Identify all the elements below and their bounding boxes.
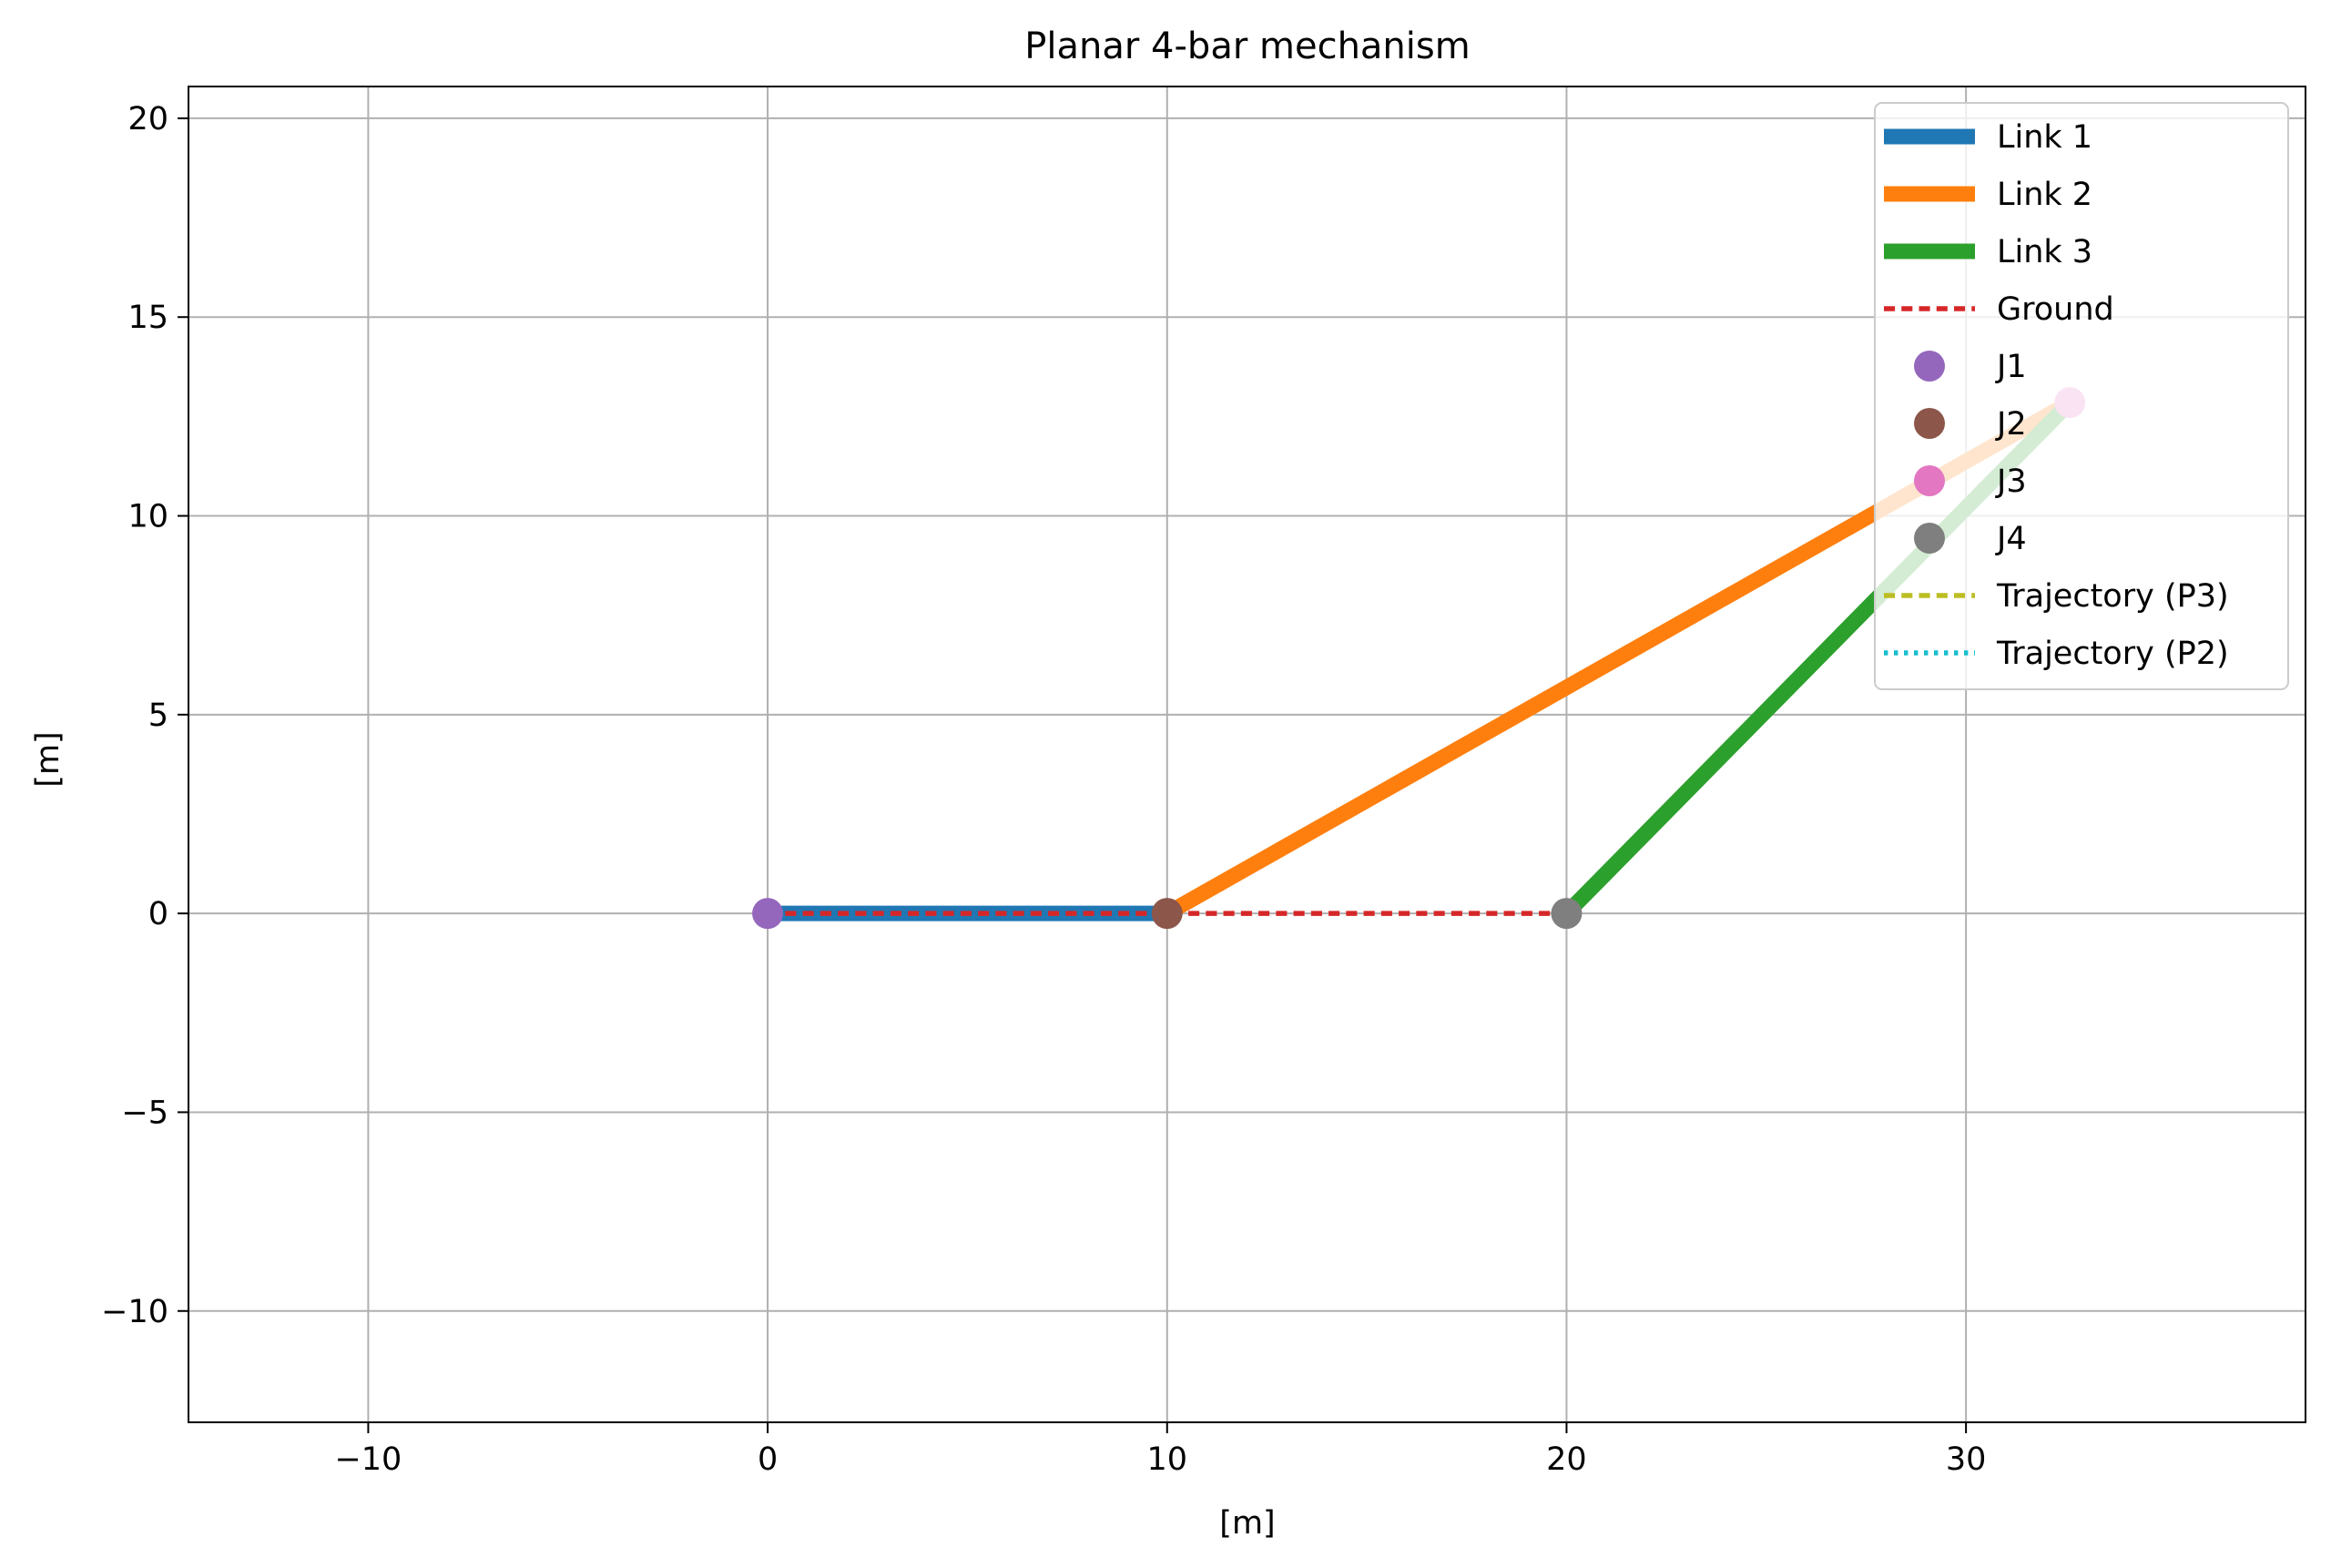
x-tick-label: 20 xyxy=(1546,1441,1587,1478)
y-tick-label: 10 xyxy=(127,499,168,535)
legend-swatch-j4 xyxy=(1914,523,1945,554)
legend-label-link-1: Link 1 xyxy=(1997,119,2092,156)
x-tick-label: 10 xyxy=(1146,1441,1187,1478)
legend-box xyxy=(1874,102,2289,690)
axes-frame xyxy=(188,86,2306,1423)
x-tick-label: 30 xyxy=(1946,1441,1987,1478)
axis-ticks: −10 0 10 20 30 −10 −5 0 5 10 15 20 xyxy=(101,101,1986,1478)
y-tick-label: 5 xyxy=(148,697,168,734)
marker-j1 xyxy=(752,898,784,930)
y-tick-label: −10 xyxy=(101,1294,168,1330)
legend-swatch-j1 xyxy=(1914,351,1945,382)
legend-label-link-3: Link 3 xyxy=(1997,234,2092,270)
legend-label-trajectory-p3: Trajectory (P3) xyxy=(1996,578,2229,615)
y-axis-label: [m] xyxy=(30,731,66,787)
legend-swatch-j3 xyxy=(1914,465,1945,496)
legend-label-link-2: Link 2 xyxy=(1997,177,2092,213)
legend-label-j1: J1 xyxy=(1995,349,2027,385)
marker-j4 xyxy=(1551,898,1583,930)
y-tick-label: −5 xyxy=(121,1095,168,1131)
legend-label-j3: J3 xyxy=(1995,463,2027,500)
legend: Link 1 Link 2 Link 3 Ground J1 J2 J3 J4 Trajecto… xyxy=(1874,102,2289,690)
y-tick-label: 15 xyxy=(127,300,168,336)
x-tick-label: −10 xyxy=(334,1441,402,1478)
chart-title: Planar 4-bar mechanism xyxy=(1024,25,1470,67)
x-tick-label: 0 xyxy=(758,1441,778,1478)
marker-j2 xyxy=(1151,898,1183,930)
y-tick-label: 20 xyxy=(127,101,168,137)
legend-label-trajectory-p2: Trajectory (P2) xyxy=(1996,636,2229,672)
legend-swatch-j2 xyxy=(1914,408,1945,439)
y-tick-label: 0 xyxy=(148,896,168,932)
legend-label-ground: Ground xyxy=(1997,291,2114,328)
legend-label-j2: J2 xyxy=(1995,406,2027,443)
legend-label-j4: J4 xyxy=(1995,521,2027,557)
x-axis-label: [m] xyxy=(1219,1505,1275,1542)
